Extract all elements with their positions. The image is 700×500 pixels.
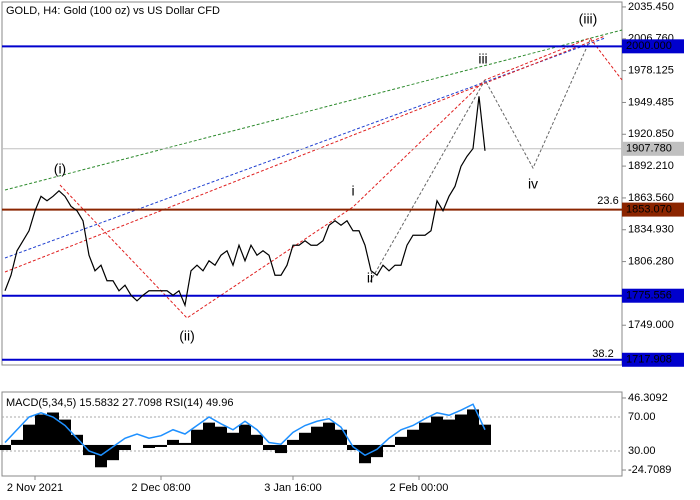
y-tick-label: -24.7089 (628, 464, 671, 476)
wave-line (59, 37, 623, 319)
macd-bar (383, 444, 395, 447)
macd-bar (143, 444, 155, 448)
level-label-box (622, 202, 684, 217)
indicator-title: MACD(5,34,5) 15.5832 27.7098 RSI(14) 49.… (6, 397, 233, 409)
macd-bar (11, 439, 23, 445)
macd-bar (119, 444, 131, 451)
x-tick-label: 2 Feb 00:00 (390, 482, 449, 494)
level-label-box (622, 352, 684, 367)
macd-bar (287, 439, 299, 445)
annotation: (ii) (179, 328, 195, 344)
level-label: 2000.000 (626, 40, 672, 52)
macd-bar (0, 444, 11, 451)
macd-bar (323, 422, 335, 445)
y-tick-label: 1920.850 (628, 128, 674, 140)
macd-bar (359, 444, 371, 464)
macd-bar (95, 444, 107, 468)
macd-bar (275, 444, 287, 454)
x-tick-label: 2 Nov 2021 (7, 482, 63, 494)
y-tick-label: 46.3092 (628, 392, 668, 404)
macd-bar (455, 414, 467, 445)
macd-bar (179, 442, 191, 445)
y-tick-label: 1834.930 (628, 224, 674, 236)
macd-bar (239, 424, 251, 445)
macd-bar (23, 424, 35, 445)
annotation: (i) (54, 161, 66, 177)
macd-bar (395, 436, 407, 445)
annotation: (iii) (579, 11, 598, 27)
macd-bar (251, 434, 263, 445)
level-label: 1717.908 (626, 354, 672, 366)
macd-bar (227, 432, 239, 445)
macd-bar (407, 429, 419, 445)
macd-bar (371, 444, 383, 458)
trend-line (4, 37, 606, 259)
y-tick-label: 1978.125 (628, 65, 674, 77)
y-tick-label: 1749.000 (628, 319, 674, 331)
macd-bar (167, 439, 179, 445)
x-tick-label: 2 Dec 08:00 (131, 482, 190, 494)
trend-line (4, 29, 623, 191)
y-tick-label: 2035.450 (628, 1, 674, 13)
macd-bar (479, 424, 491, 445)
macd-bar (443, 419, 455, 445)
y-tick-label: 1863.560 (628, 192, 674, 204)
macd-bar (263, 444, 275, 451)
level-label-box (622, 288, 684, 303)
main-panel (1, 1, 623, 366)
macd-bar (155, 444, 167, 447)
macd-bar (419, 422, 431, 445)
x-tick-label: 3 Jan 16:00 (264, 482, 322, 494)
annotation: iii (478, 51, 487, 67)
indicator-panel (1, 391, 623, 477)
price-line (4, 96, 486, 308)
annotation: 38.2 (592, 348, 613, 360)
level-label-box (622, 39, 684, 54)
y-tick-label: 1892.210 (628, 160, 674, 172)
macd-bar (59, 419, 71, 445)
y2-tick-label: 30.00 (628, 445, 656, 457)
macd-bar (203, 422, 215, 445)
y-tick-label: 1806.280 (628, 255, 674, 267)
level-label: 1907.780 (626, 143, 672, 155)
annotation: ii (367, 270, 373, 286)
macd-bar (47, 412, 59, 445)
rsi-line (4, 403, 486, 457)
wave-line (369, 39, 591, 283)
macd-bar (191, 429, 203, 445)
macd-bar (71, 434, 83, 445)
chart-title: GOLD, H4: Gold (100 oz) vs US Dollar CFD (6, 5, 220, 17)
trend-line (4, 35, 606, 273)
level-label-box (622, 141, 684, 156)
macd-bar (299, 432, 311, 445)
annotation: iv (528, 176, 538, 192)
drawings (4, 29, 623, 319)
macd-bar (467, 409, 479, 445)
level-label: 1775.556 (626, 290, 672, 302)
macd-bar (35, 414, 47, 445)
macd-bar (311, 426, 323, 445)
y2-tick-label: 70.00 (628, 411, 656, 423)
macd-bar (431, 416, 443, 445)
macd-bar (215, 426, 227, 445)
annotation: i (351, 183, 354, 199)
level-label: 1853.070 (626, 203, 672, 215)
y-tick-label: 1949.485 (628, 96, 674, 108)
macd-bar (335, 429, 347, 445)
annotation: 23.6 (597, 195, 618, 207)
